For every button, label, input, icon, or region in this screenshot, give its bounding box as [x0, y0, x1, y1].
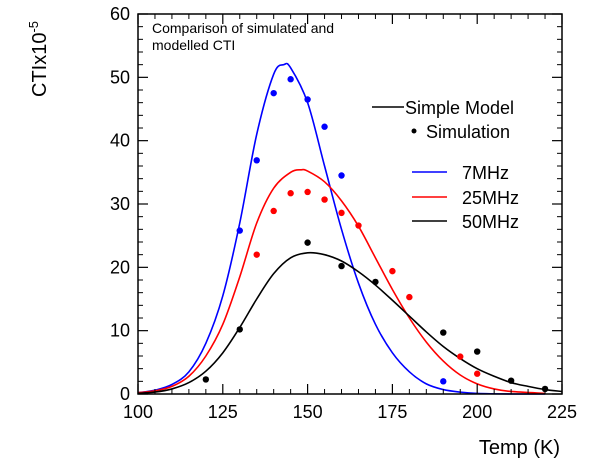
legend-simulation-dot-swatch: [411, 128, 417, 134]
sim-point-25mhz: [338, 209, 345, 217]
y-tick-label: 10: [110, 321, 130, 341]
y-tick-label: 20: [110, 257, 130, 277]
x-tick-label: 100: [123, 402, 153, 422]
sim-point-7mhz: [321, 123, 328, 130]
sim-point-50mhz: [507, 377, 515, 384]
y-tick-label: 60: [110, 4, 130, 24]
sim-point-50mhz: [202, 376, 210, 383]
sim-point-50mhz: [474, 348, 481, 355]
sim-point-7mhz: [287, 76, 294, 83]
x-tick-label: 175: [377, 402, 407, 422]
y-axis-title: CTIx10-5: [26, 21, 51, 97]
y-tick-label: 0: [120, 384, 130, 404]
sim-point-7mhz: [236, 227, 243, 234]
legend-7mhz-label: 7MHz: [462, 163, 509, 183]
sim-point-25mhz: [355, 222, 362, 229]
sim-point-7mhz: [304, 96, 311, 103]
tick-labels: 100 125 150 175 200 225 0 10 20 30 40 50 60: [110, 4, 577, 422]
axes: [137, 13, 563, 395]
sim-point-25mhz: [321, 196, 328, 203]
sim-point-25mhz: [253, 251, 260, 258]
sim-point-7mhz: [253, 157, 260, 164]
sim-point-7mhz: [338, 172, 345, 179]
svg-text:CTIx10-5: CTIx10-5: [26, 21, 51, 97]
annotation-line-2: modelled CTI: [152, 37, 235, 53]
sim-point-50mhz: [541, 385, 549, 393]
legend: Simple Model Simulation 7MHz 25MHz 50MHz: [372, 98, 519, 232]
model-curve-50mhz: [137, 251, 563, 395]
sim-point-25mhz: [474, 370, 481, 377]
y-tick-label: 30: [110, 194, 130, 214]
sim-point-50mhz: [236, 326, 243, 333]
y-tick-label: 50: [110, 67, 130, 87]
y-tick-label: 40: [110, 131, 130, 151]
legend-simulation-label: Simulation: [426, 122, 510, 142]
sim-point-25mhz: [304, 188, 311, 196]
sim-point-50mhz: [440, 329, 447, 336]
annotation-line-1: Comparison of simulated and: [152, 20, 334, 36]
legend-25mhz-label: 25MHz: [462, 188, 519, 208]
legend-50mhz-label: 50MHz: [462, 212, 519, 232]
sim-point-7mhz: [270, 89, 277, 97]
legend-model-label: Simple Model: [405, 98, 514, 118]
y-axis-title-exponent: -5: [26, 21, 41, 33]
sim-point-25mhz: [389, 267, 396, 275]
sim-point-25mhz: [270, 207, 277, 215]
sim-point-50mhz: [372, 278, 379, 286]
sim-point-25mhz: [457, 353, 464, 360]
model-curve-25mhz: [137, 168, 546, 395]
sim-point-50mhz: [304, 239, 311, 246]
sim-point-7mhz: [440, 378, 447, 385]
x-tick-label: 200: [462, 402, 492, 422]
simulation-points: [202, 76, 549, 393]
x-tick-label: 225: [547, 402, 577, 422]
sim-point-50mhz: [338, 262, 345, 270]
sim-point-25mhz: [287, 190, 294, 197]
y-axis-title-base: CTIx10: [29, 33, 51, 97]
x-axis-title: Temp (K): [479, 437, 560, 459]
x-tick-label: 150: [293, 402, 323, 422]
sim-point-25mhz: [406, 293, 413, 301]
x-tick-label: 125: [208, 402, 238, 422]
